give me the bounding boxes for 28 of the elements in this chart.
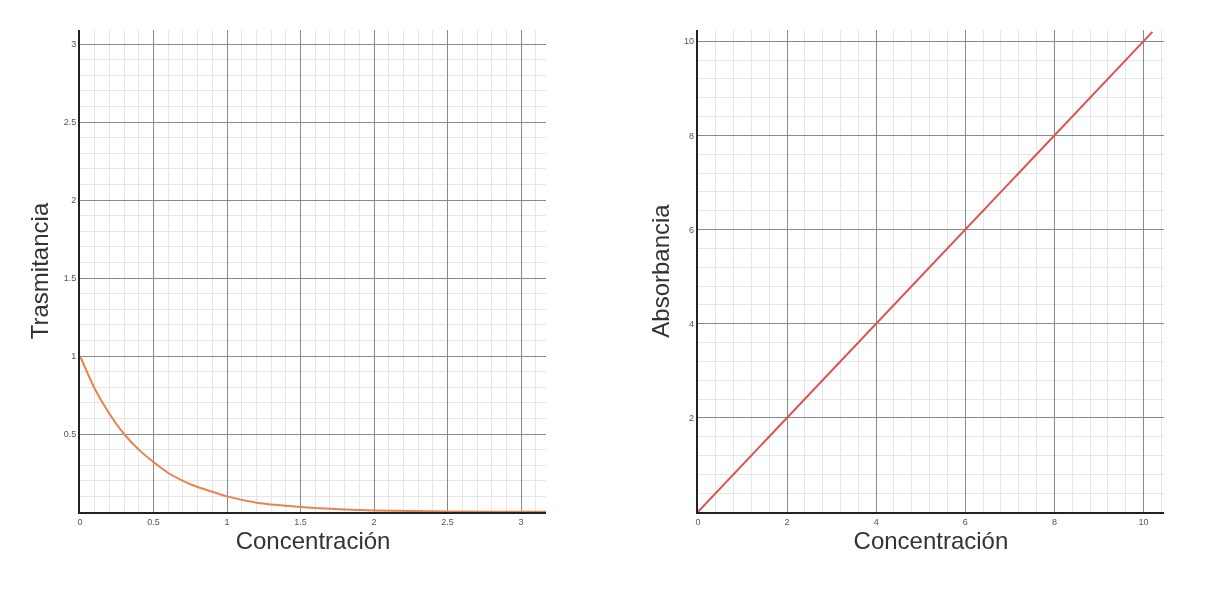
x-tick-label: 3 [518,516,524,527]
y-tick-label: 10 [684,36,695,47]
x-tick-label: 2 [371,516,377,527]
y-tick-label: 4 [689,318,695,329]
x-tick-label: 0.5 [147,516,160,527]
x-tick-label: 8 [1051,516,1057,527]
x-tick-label: 2 [784,516,790,527]
x-tick-label: 10 [1138,516,1149,527]
x-tick-label: 1.5 [294,516,307,527]
x-tick-label: 1 [224,516,230,527]
y-axis-title: Absorbancia [646,203,674,338]
x-tick-label: 0 [77,516,83,527]
x-axis-title: Concentración [853,526,1009,554]
x-tick-label: 2.5 [441,516,454,527]
x-tick-label: 0 [695,516,701,527]
y-tick-label: 1.5 [63,273,77,284]
y-tick-label: 8 [689,130,695,141]
y-tick-label: 3 [71,39,77,50]
y-tick-label: 6 [689,224,695,235]
x-axis-title: Concentración [235,526,391,554]
y-tick-label: 2 [689,413,695,424]
y-tick-label: 2.5 [63,117,77,128]
x-tick-label: 4 [873,516,879,527]
y-tick-label: 0.5 [63,429,77,440]
y-axis-title: Trasmitancia [26,202,54,340]
y-tick-label: 1 [71,351,77,362]
y-tick-label: 2 [71,195,77,206]
x-tick-label: 6 [962,516,968,527]
